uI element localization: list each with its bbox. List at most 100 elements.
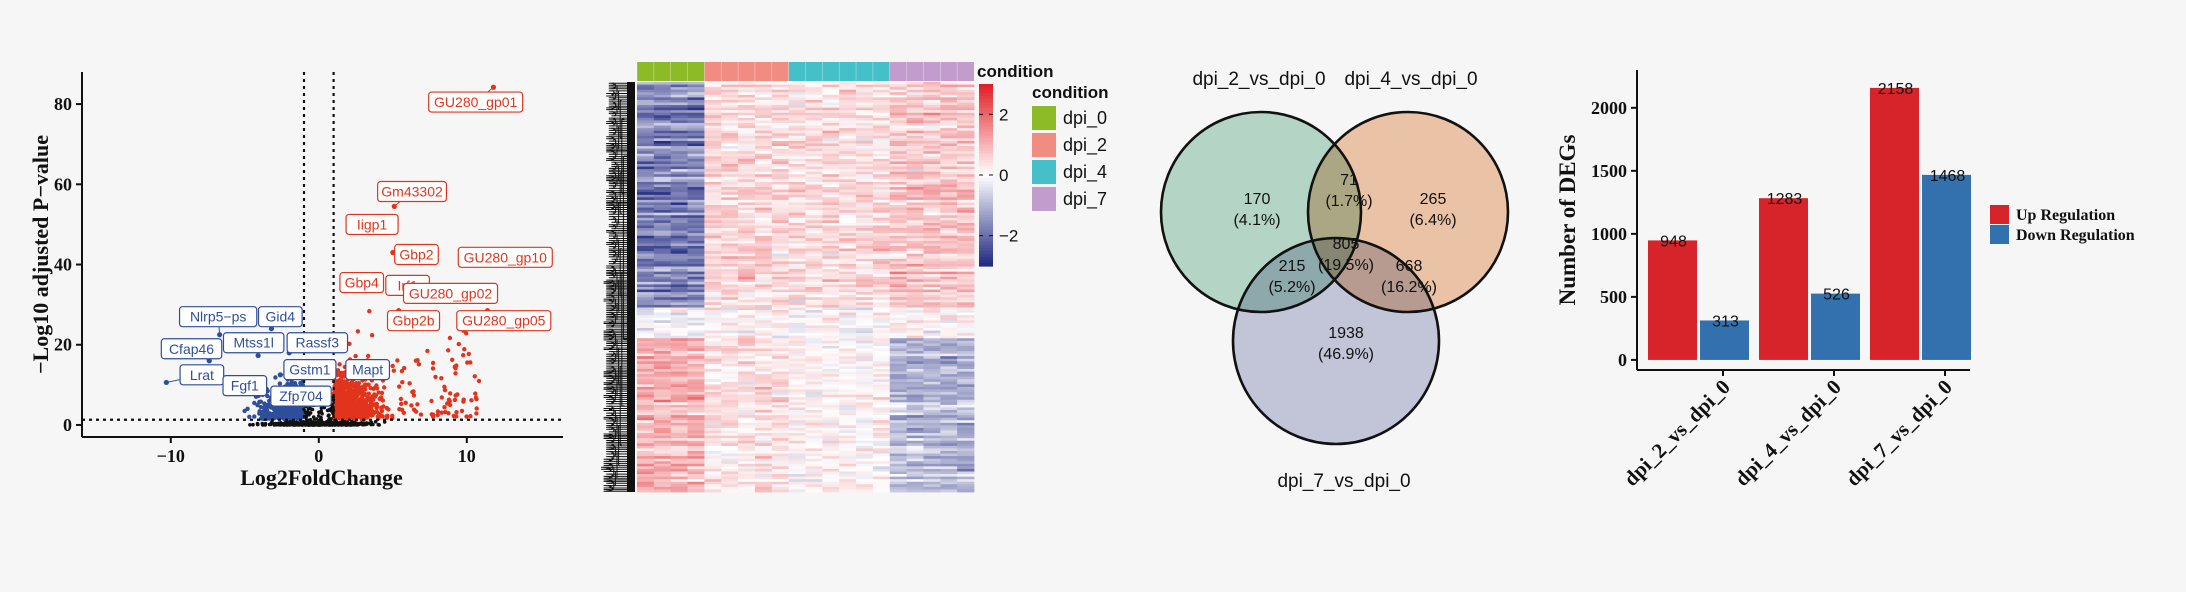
heatmap-cell	[653, 89, 672, 93]
heatmap-cell	[721, 253, 739, 257]
heatmap-cell	[771, 415, 790, 419]
heatmap-cell	[872, 102, 891, 106]
heatmap-cell	[704, 194, 722, 198]
heatmap-cell	[872, 310, 891, 314]
heatmap-cell	[940, 220, 958, 224]
heatmap-cell	[822, 384, 840, 388]
heatmap-cell	[687, 112, 705, 116]
heatmap-cell	[822, 287, 840, 290]
heatmap-cell	[704, 379, 722, 383]
heatmap-cell	[923, 261, 941, 265]
volcano-point	[338, 391, 343, 397]
heatmap-cell	[721, 220, 739, 224]
heatmap-cell	[704, 143, 722, 147]
heatmap-cell	[653, 356, 672, 360]
heatmap-cell	[653, 266, 672, 270]
heatmap-cell	[771, 320, 790, 324]
heatmap-cell	[670, 133, 688, 137]
heatmap-cell	[805, 361, 823, 365]
heatmap-cell	[738, 266, 756, 270]
heatmap-cell	[940, 394, 958, 398]
heatmap-cell	[637, 328, 655, 331]
heatmap-cell	[653, 379, 672, 383]
heatmap-cell	[721, 381, 739, 385]
heatmap-cell	[889, 102, 907, 106]
heatmap-cell	[704, 348, 722, 352]
heatmap-cell	[704, 97, 722, 101]
heatmap-cell	[738, 343, 756, 347]
heatmap-cell	[637, 312, 655, 316]
heatmap-cell	[957, 374, 975, 378]
heatmap-cell	[754, 287, 773, 290]
heatmap-cell	[670, 366, 688, 370]
heatmap-cell	[889, 87, 907, 91]
heatmap-cell	[704, 253, 722, 257]
heatmap-cell	[670, 363, 688, 367]
heatmap-cell	[856, 384, 874, 388]
heatmap-cell	[754, 238, 773, 242]
heatmap-cell	[889, 197, 907, 201]
heatmap-cell	[957, 164, 975, 167]
volcano-label-text: Gbp4	[345, 275, 379, 291]
heatmap-cell	[738, 310, 756, 314]
heatmap-cell	[653, 161, 672, 165]
heatmap-cell	[889, 356, 907, 360]
volcano-point	[338, 401, 343, 406]
heatmap-cell	[856, 120, 874, 124]
heatmap-cell	[940, 110, 958, 114]
heatmap-cell	[771, 351, 790, 355]
heatmap-cell	[839, 92, 857, 96]
heatmap-cell	[670, 392, 688, 396]
heatmap-cell	[653, 274, 672, 278]
heatmap-cell	[805, 335, 823, 339]
heatmap-cell	[637, 120, 655, 124]
heatmap-cell	[754, 197, 773, 201]
heatmap-cell	[738, 384, 756, 388]
heatmap-cell	[923, 322, 941, 326]
heatmap-cell	[721, 358, 739, 362]
heatmap-cell	[923, 251, 941, 255]
heatmap-cell	[940, 240, 958, 244]
heatmap-cell	[670, 125, 688, 129]
heatmap-cell	[653, 330, 672, 334]
heatmap-cell	[687, 386, 705, 390]
volcano-point	[333, 414, 339, 419]
volcano-point	[403, 400, 408, 405]
heatmap-cell	[738, 356, 756, 360]
heatmap-cell	[637, 374, 655, 378]
heatmap-cell	[687, 394, 705, 398]
heatmap-cell	[856, 228, 874, 232]
heatmap-cell	[687, 146, 705, 150]
heatmap-cell	[889, 202, 907, 206]
heatmap-cell	[738, 217, 756, 221]
heatmap-cell	[906, 338, 924, 342]
heatmap-cell	[940, 135, 958, 139]
heatmap-cell	[670, 287, 688, 290]
heatmap-cell	[856, 417, 874, 421]
heatmap-cell	[670, 345, 688, 349]
heatmap-cell	[906, 117, 924, 121]
heatmap-cell	[889, 258, 907, 262]
heatmap-cell	[889, 274, 907, 278]
heatmap-cell	[754, 87, 773, 91]
heatmap-cell	[704, 399, 722, 403]
heatmap-cell	[738, 379, 756, 383]
heatmap-cell	[805, 215, 823, 219]
heatmap-cell	[856, 345, 874, 349]
heatmap-cell	[957, 261, 975, 265]
heatmap-cell	[872, 312, 891, 316]
heatmap-cell	[687, 258, 705, 262]
heatmap-cell	[637, 392, 655, 396]
heatmap-cell	[754, 322, 773, 326]
heatmap-cell	[957, 397, 975, 401]
heatmap-cell	[754, 269, 773, 273]
heatmap-cell	[856, 99, 874, 103]
heatmap-cell	[687, 110, 705, 114]
heatmap-cell	[872, 89, 891, 93]
heatmap-cell	[687, 240, 705, 244]
heatmap-cell	[771, 371, 790, 375]
heatmap-cell	[721, 315, 739, 319]
heatmap-cell	[704, 128, 722, 132]
heatmap-cell	[754, 304, 773, 308]
heatmap-cell	[805, 279, 823, 283]
